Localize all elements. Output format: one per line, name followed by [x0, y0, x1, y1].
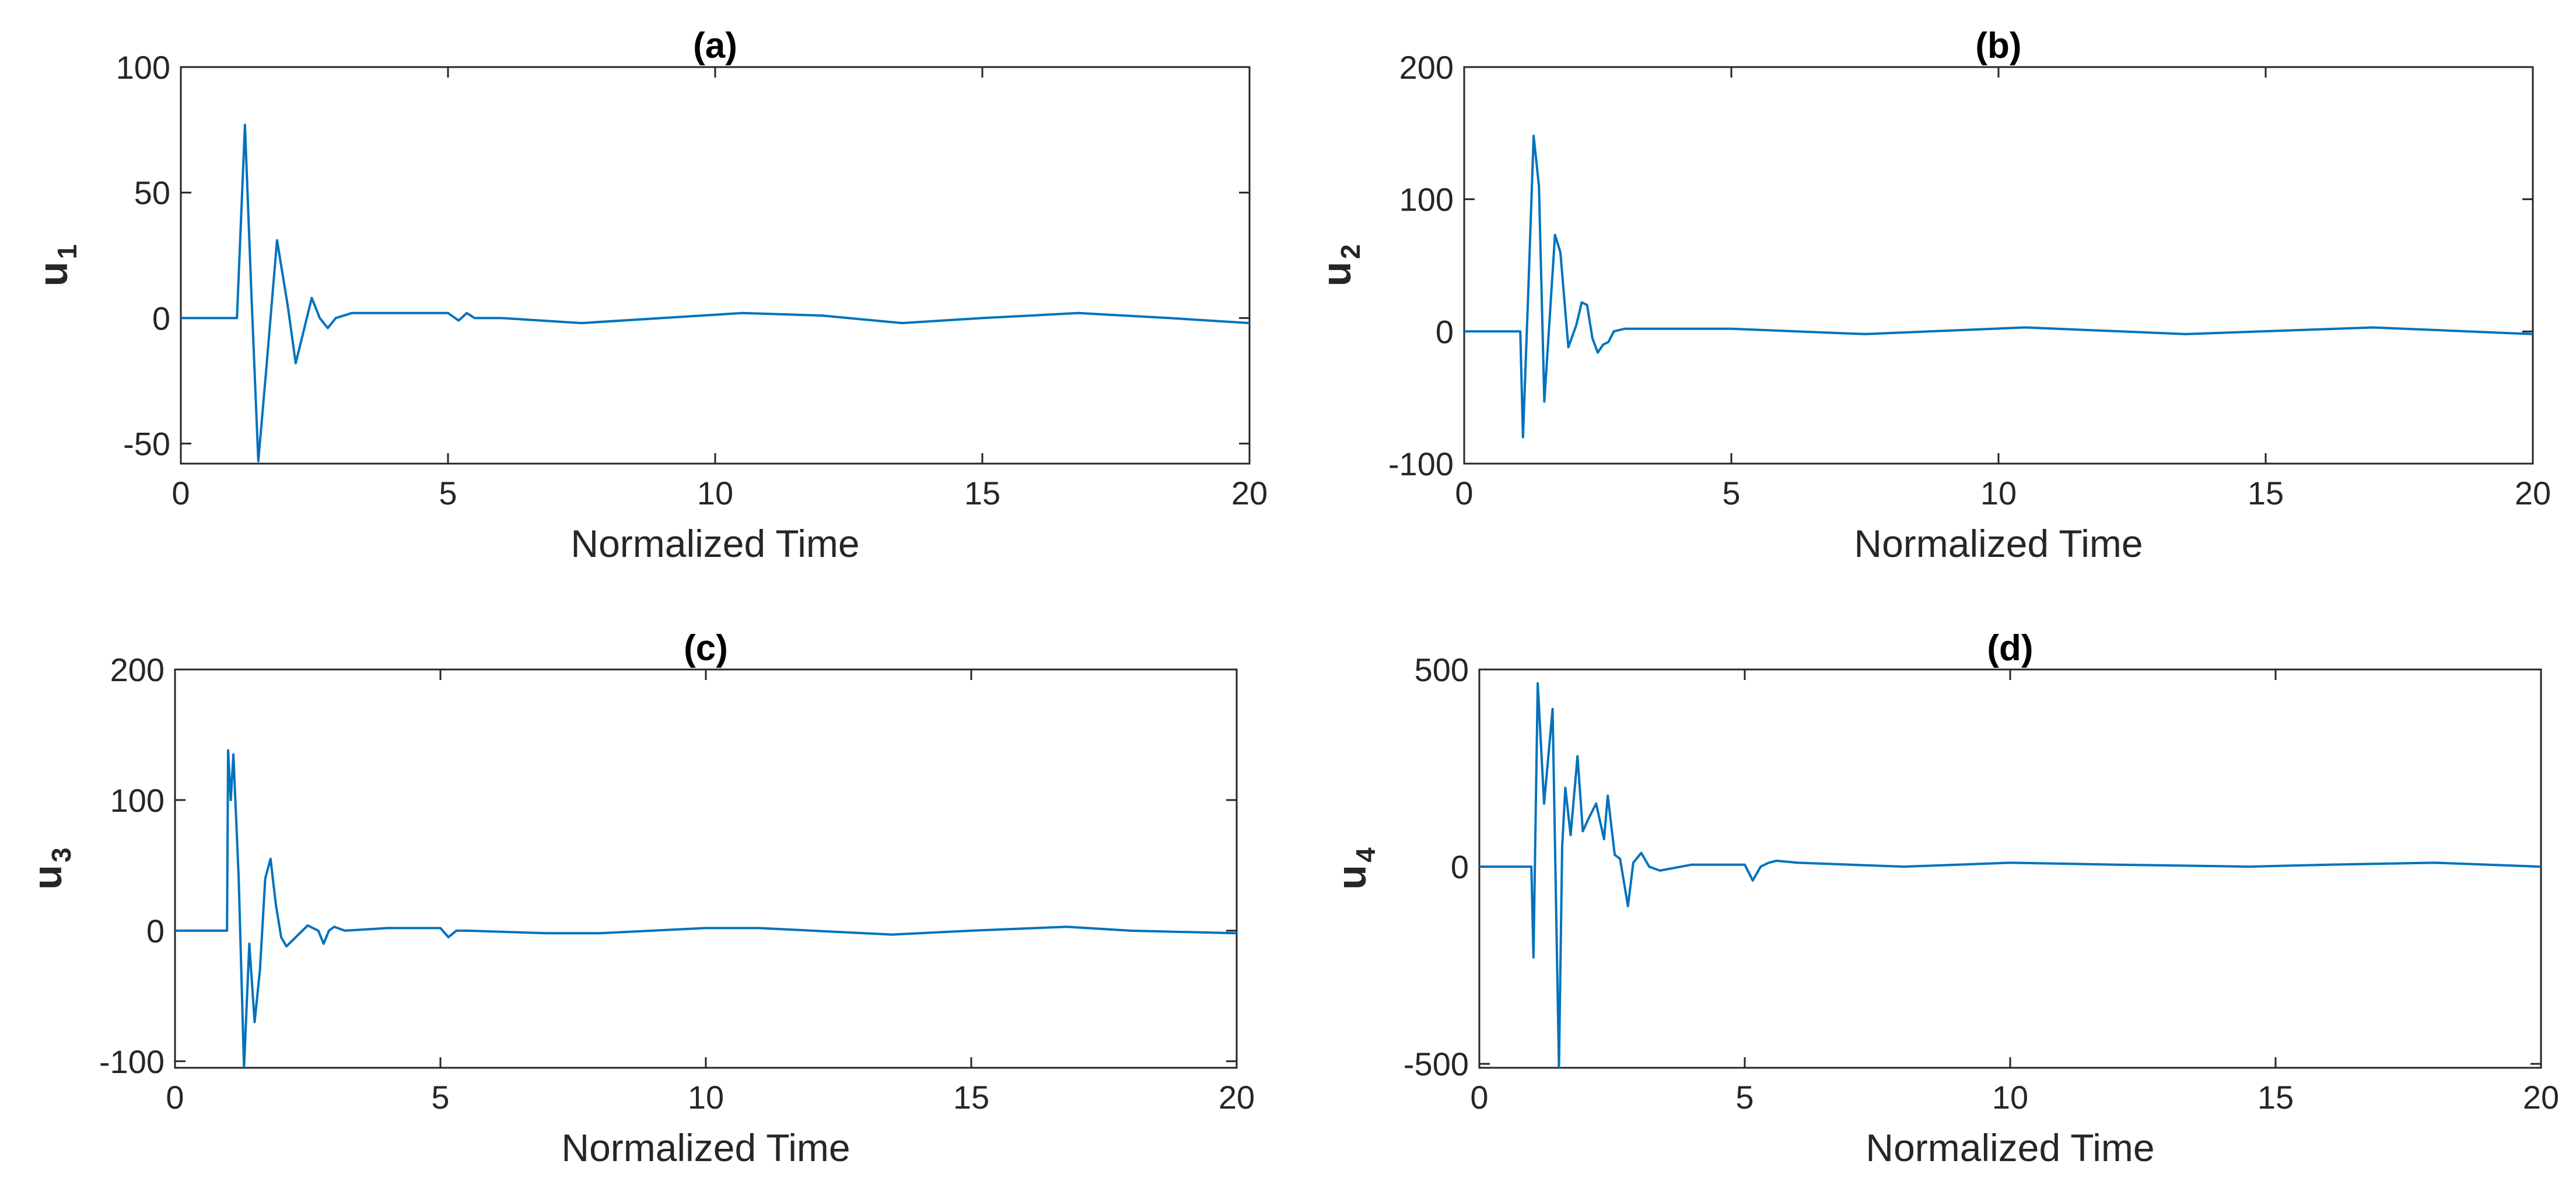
y-tick-label: 200 [1399, 49, 1454, 86]
y-axis-label-main: u [30, 261, 76, 286]
axes-box [1463, 66, 2534, 465]
x-tick-label: 5 [439, 475, 457, 511]
x-tick-label: 10 [697, 475, 733, 511]
x-tick-label: 20 [2515, 475, 2551, 511]
y-tick-label: 100 [1399, 181, 1454, 218]
y-axis-label-main: u [24, 865, 70, 890]
y-axis-label-subscript: 4 [1350, 847, 1381, 863]
y-tick-label: 0 [146, 913, 164, 949]
panel-title: (a) [693, 26, 737, 66]
x-tick-label: 20 [1219, 1079, 1255, 1116]
panel-title: (c) [684, 628, 728, 668]
x-tick-label: 15 [953, 1079, 989, 1116]
x-tick-label: 15 [964, 475, 1000, 511]
x-tick-label: 0 [166, 1079, 184, 1116]
x-axis-label: Normalized Time [561, 1126, 850, 1169]
x-tick-label: 10 [1980, 475, 2017, 511]
y-tick-label: -100 [1388, 446, 1454, 482]
x-tick-label: 20 [1231, 475, 1268, 511]
y-axis-label: u4 [1329, 847, 1381, 890]
y-tick-label: 50 [134, 174, 170, 211]
panel-title: (d) [1987, 628, 2033, 668]
axes-box [1478, 668, 2542, 1069]
x-tick-label: 20 [2523, 1079, 2559, 1116]
y-tick-label: 0 [1451, 849, 1469, 885]
y-axis-label-subscript: 1 [52, 244, 82, 260]
x-axis-label: Normalized Time [1854, 522, 2143, 565]
y-tick-label: -500 [1404, 1046, 1469, 1082]
x-tick-label: 5 [1735, 1079, 1754, 1116]
y-axis-label-subscript: 2 [1335, 244, 1366, 260]
x-tick-label: 0 [172, 475, 190, 511]
series-line-u3 [175, 749, 1237, 1068]
y-axis-label-subscript: 3 [46, 847, 76, 863]
y-tick-label: 500 [1415, 651, 1469, 688]
x-tick-label: 10 [1992, 1079, 2028, 1116]
x-tick-label: 15 [2248, 475, 2284, 511]
axes-box [180, 66, 1251, 465]
y-axis-label-main: u [1329, 865, 1374, 890]
panel-title: (b) [1975, 26, 2021, 66]
x-tick-label: 15 [2258, 1079, 2294, 1116]
x-tick-label: 5 [1722, 475, 1740, 511]
x-axis-label: Normalized Time [570, 522, 859, 565]
y-axis-label-main: u [1314, 261, 1359, 286]
series-line-u1 [181, 124, 1250, 462]
x-axis-label: Normalized Time [1866, 1126, 2154, 1169]
x-tick-label: 10 [688, 1079, 724, 1116]
x-tick-label: 0 [1470, 1079, 1488, 1116]
series-line-u4 [1479, 682, 2541, 1068]
y-tick-label: 0 [1436, 313, 1454, 350]
y-tick-label: 100 [116, 49, 170, 86]
y-tick-label: -50 [123, 426, 170, 462]
y-tick-label: 0 [152, 300, 170, 336]
y-tick-label: 200 [110, 651, 164, 688]
y-tick-label: -100 [99, 1043, 164, 1080]
x-tick-label: 0 [1455, 475, 1473, 511]
y-axis-label: u3 [24, 847, 76, 889]
y-axis-label: u1 [30, 244, 82, 286]
y-tick-label: 100 [110, 782, 164, 819]
x-tick-label: 5 [431, 1079, 449, 1116]
y-axis-label: u2 [1314, 244, 1366, 286]
series-line-u2 [1464, 134, 2533, 439]
axes-box [174, 668, 1238, 1069]
